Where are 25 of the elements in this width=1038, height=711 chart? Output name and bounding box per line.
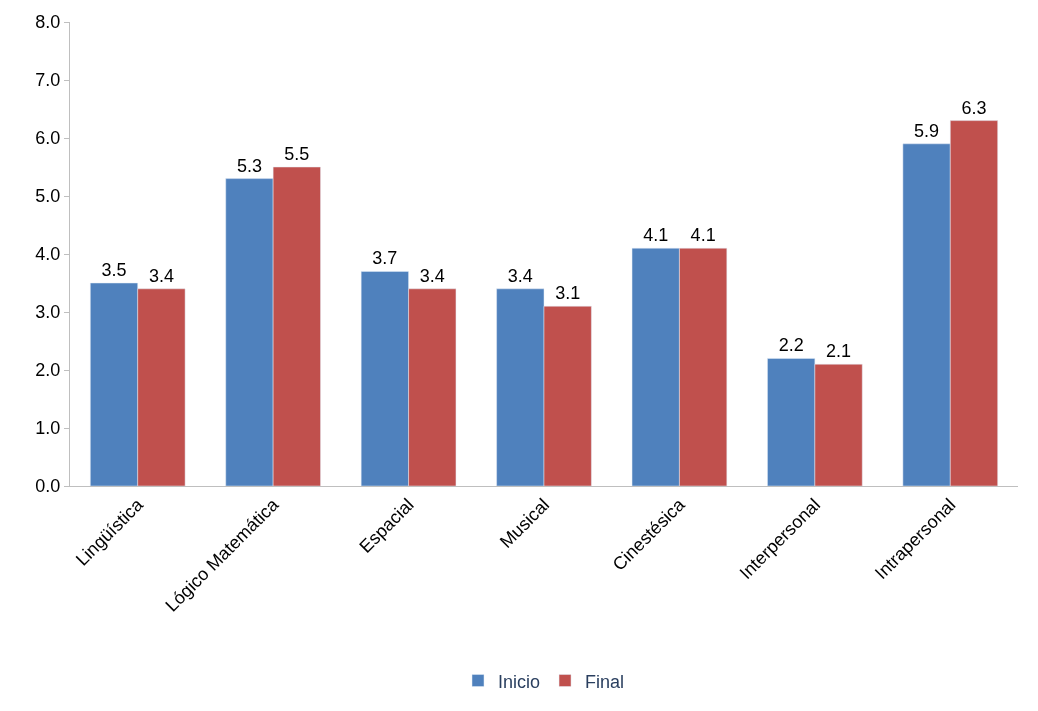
data-label: 3.4: [148, 265, 174, 286]
legend-label: Final: [585, 671, 625, 692]
data-label: 5.5: [284, 144, 310, 164]
y-tick-label: 3.0: [35, 302, 61, 323]
data-label: 3.5: [101, 260, 127, 280]
legend-label: Inicio: [498, 671, 541, 692]
y-tick-label: 0.0: [35, 476, 61, 497]
y-tick-label: 6.0: [35, 128, 61, 149]
data-label: 6.3: [961, 97, 987, 118]
y-tick-label: 8.0: [35, 12, 61, 33]
data-label: 3.4: [507, 265, 533, 286]
data-label: 3.7: [372, 248, 398, 269]
data-label: 3.4: [419, 265, 445, 286]
y-tick-label: 2.0: [35, 360, 61, 381]
data-label: 4.1: [643, 225, 669, 246]
y-tick-label: 5.0: [35, 186, 61, 207]
y-tick-label: 7.0: [35, 70, 61, 91]
data-label: 2.2: [778, 335, 804, 356]
data-label: 5.3: [236, 155, 262, 176]
data-label: 2.1: [826, 341, 852, 362]
data-label: 5.9: [914, 120, 940, 141]
y-tick-label: 4.0: [35, 244, 61, 265]
data-label: 4.1: [690, 225, 716, 246]
data-label: 3.1: [555, 283, 581, 304]
y-tick-label: 1.0: [35, 418, 61, 439]
